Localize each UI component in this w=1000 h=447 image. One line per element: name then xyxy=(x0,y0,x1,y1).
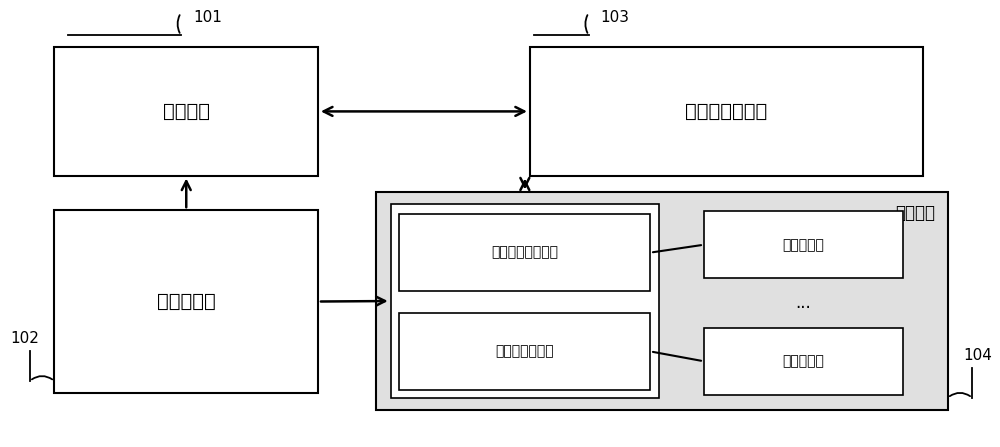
Text: 103: 103 xyxy=(601,10,630,25)
Text: 供配电模块: 供配电模块 xyxy=(157,292,216,311)
Text: ...: ... xyxy=(795,294,811,312)
Text: 充电站管理平台: 充电站管理平台 xyxy=(685,102,767,121)
Bar xyxy=(704,211,903,278)
Bar xyxy=(704,328,903,395)
Text: 104: 104 xyxy=(963,348,992,363)
Text: 101: 101 xyxy=(193,10,222,25)
Text: 监控模块: 监控模块 xyxy=(163,102,210,121)
Bar xyxy=(530,47,923,176)
Bar xyxy=(399,313,650,390)
Bar xyxy=(399,214,650,291)
Text: 充电桩单元: 充电桩单元 xyxy=(782,238,824,252)
Bar xyxy=(391,204,659,398)
Text: 充电后台控制单元: 充电后台控制单元 xyxy=(491,246,558,260)
Bar xyxy=(54,47,318,176)
Text: 柔性充电堆单元: 柔性充电堆单元 xyxy=(495,344,554,358)
Text: 充电模块: 充电模块 xyxy=(896,204,936,222)
Text: 充电桩单元: 充电桩单元 xyxy=(782,354,824,368)
Text: 102: 102 xyxy=(10,332,39,346)
Bar xyxy=(54,210,318,393)
Bar xyxy=(376,192,948,409)
